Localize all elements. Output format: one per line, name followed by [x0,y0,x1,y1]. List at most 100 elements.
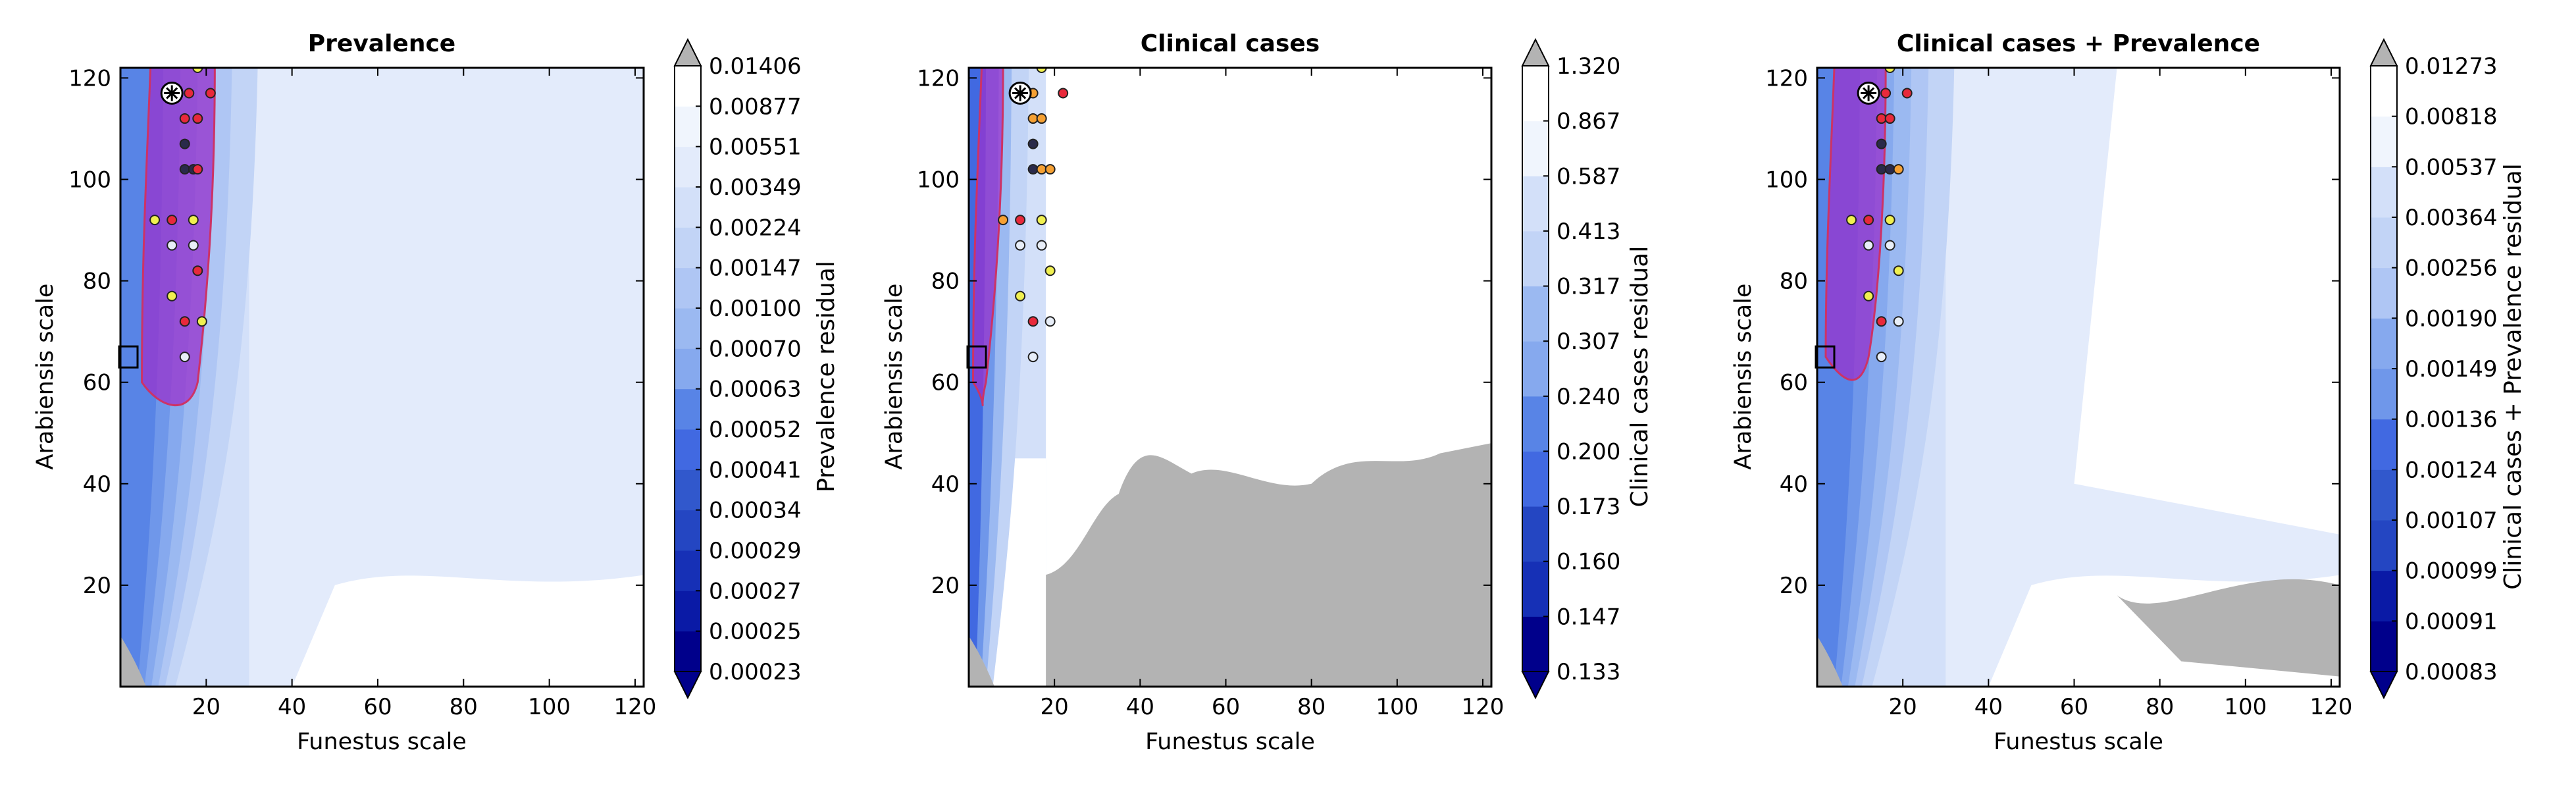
colorbar-segment [675,187,701,228]
y-tick-label: 60 [1780,370,1808,396]
fit-point [1027,164,1039,175]
x-axis-label: Funestus scale [1145,729,1315,755]
colorbar-segment [1522,66,1549,122]
colorbar-tick-label: 0.00091 [2405,608,2498,635]
colorbar-extend-high [1521,38,1550,66]
fit-point [192,68,203,73]
fit-point [192,113,203,124]
best-fit-marker [1012,85,1029,101]
contour-field [1817,68,2340,687]
colorbar-tick-label: 0.00124 [2405,457,2498,483]
panel-clinical-cases: Clinical cases 20 40 60 80 100 120 20 40 60 80 100… [881,30,1653,755]
y-axis-label: Arabiensis scale [1730,284,1757,470]
fit-point [1863,290,1874,302]
contour-field [120,68,644,687]
colorbar-tick-label: 0.147 [1557,604,1620,630]
colorbar-segment [2371,469,2397,521]
fit-point [1884,240,1895,251]
colorbar-segment [1522,451,1549,507]
x-tick-label: 20 [1041,694,1069,720]
colorbar-tick-label: 0.00364 [2405,205,2498,231]
colorbar-tick-label: 0.00100 [709,296,802,322]
fit-point [205,88,216,99]
fit-point [179,352,190,363]
fit-point [1027,316,1039,327]
fit-point [1027,138,1039,149]
fit-point [1044,164,1056,175]
colorbar-extend-low [1521,671,1550,700]
plot-area: 20 40 60 80 100 120 20 40 60 80 100 120 [917,65,1504,720]
x-tick-label: 100 [1376,694,1418,720]
contour-field [969,68,1491,687]
colorbar-segment [675,591,701,632]
fit-point [1015,290,1026,302]
x-tick-label: 40 [278,694,306,720]
colorbar-tick-label: 0.00052 [709,417,802,443]
fit-point [1893,316,1904,327]
colorbar: 0.00023 0.00025 0.00027 0.00029 0.00034 0.000… [673,38,802,700]
no-data-region [1817,635,1843,687]
colorbar-segment [2371,520,2397,571]
colorbar-segment [675,348,701,390]
colorbar-segment [675,308,701,349]
colorbar-segment [675,550,701,591]
y-tick-label: 80 [931,269,960,295]
field-band [2074,68,2340,535]
fit-point [167,240,178,251]
colorbar-tick-label: 0.867 [1557,109,1620,135]
baseline-marker [966,345,987,369]
y-tick-label: 40 [931,471,960,498]
colorbar-tick-label: 0.307 [1557,329,1620,355]
baseline-marker [1815,345,1836,369]
plot-frame [1816,66,2341,688]
y-axis-label: Arabiensis scale [881,284,908,470]
fit-point [1058,88,1069,99]
field-band [249,68,644,687]
colorbar-frame [674,65,702,672]
colorbar-segment [1522,506,1549,562]
fit-point [179,164,190,175]
x-axis-label: Funestus scale [297,729,467,755]
fit-point [1044,265,1056,276]
fit-point [188,240,199,251]
colorbar-tick-label: 0.00041 [709,457,802,483]
x-tick-label: 60 [363,694,392,720]
x-axis-label: Funestus scale [1994,729,2163,755]
fit-point [1015,215,1026,226]
colorbar-tick-label: 1.320 [1557,53,1620,80]
fit-point [1036,240,1047,251]
colorbar-segment [1522,286,1549,342]
colorbar-frame [1522,65,1549,672]
colorbar-segment [675,66,701,107]
colorbar-segment [1522,396,1549,452]
best-fit-marker [164,85,180,101]
x-tick-label: 80 [1297,694,1326,720]
y-tick-label: 100 [1765,167,1808,194]
fit-point [1036,113,1047,124]
y-tick-label: 40 [1780,471,1808,498]
x-tick-label: 40 [1974,694,2003,720]
y-tick-label: 60 [83,370,111,396]
fit-point [188,215,199,226]
no-data-region [2117,579,2340,677]
optimal-region [972,68,1004,406]
colorbar-segment [675,106,701,147]
plot-area: 20 40 60 80 100 120 20 40 60 80 100 120 [1765,65,2353,720]
colorbar-segment [675,469,701,511]
no-data-region [1029,443,1491,687]
colorbar-segment [675,267,701,309]
field-band [292,575,644,687]
colorbar-tick-label: 0.00551 [709,134,802,161]
fit-point [1036,68,1047,73]
x-tick-label: 120 [2310,694,2353,720]
fit-point [1876,352,1887,363]
fit-point [167,215,178,226]
chart-title: Prevalence [308,30,455,57]
fit-point [167,290,178,302]
fit-point [1846,215,1857,226]
colorbar-extend-high [2369,38,2398,66]
colorbar-tick-label: 0.00029 [709,538,802,564]
x-tick-label: 20 [192,694,220,720]
colorbar-tick-label: 0.00083 [2405,659,2498,685]
y-tick-label: 20 [1780,573,1808,599]
